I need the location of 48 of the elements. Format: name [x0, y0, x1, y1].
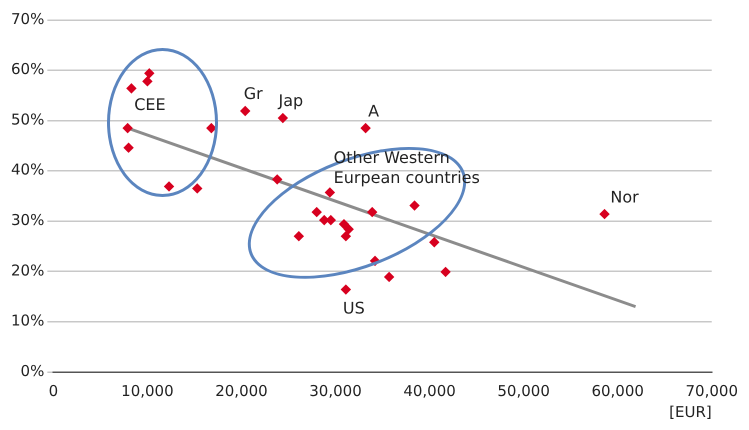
point — [312, 207, 322, 218]
point — [240, 106, 250, 116]
point — [344, 224, 354, 234]
y-tick-label: 60% — [10, 60, 44, 78]
x-axis-title: [EUR] — [669, 402, 712, 421]
annotation: A — [368, 101, 380, 120]
point — [164, 181, 174, 192]
point — [600, 209, 610, 220]
x-tick-label: 30,000 — [309, 382, 362, 400]
point — [367, 207, 378, 218]
annotation: US — [342, 298, 365, 318]
point — [122, 123, 133, 134]
x-tick-label: 70,000 — [686, 382, 738, 400]
annotation: Nor — [610, 187, 640, 206]
point — [144, 68, 154, 78]
point — [410, 200, 420, 211]
point — [272, 174, 282, 184]
y-tick-label: 30% — [10, 211, 44, 230]
x-tick-label: 60,000 — [591, 382, 644, 400]
point — [278, 113, 288, 124]
point — [440, 266, 451, 277]
point — [206, 123, 216, 134]
y-tick-label: 10% — [10, 312, 44, 330]
y-tick-label: 0% — [20, 362, 44, 380]
y-tick-label: 20% — [10, 261, 44, 280]
point — [340, 284, 351, 295]
y-tick-label: 40% — [10, 160, 44, 179]
annotation: CEE — [134, 95, 166, 116]
point — [338, 219, 349, 230]
point — [384, 272, 394, 282]
point — [294, 231, 304, 242]
point — [142, 76, 152, 86]
point — [324, 187, 335, 198]
y-tick-label: 70% — [10, 10, 44, 28]
x-tick-label: 50,000 — [497, 382, 550, 400]
x-tick-label: 20,000 — [215, 382, 268, 400]
x-tick-label: 0 — [48, 382, 58, 400]
annotation: Jap — [278, 91, 304, 110]
x-tick-label: 10,000 — [121, 382, 174, 400]
x-tick-label: 40,000 — [403, 382, 456, 400]
point — [360, 123, 371, 134]
y-tick-label: 50% — [10, 110, 44, 128]
point — [126, 83, 136, 94]
annotation: Gr — [244, 84, 264, 104]
point — [340, 231, 351, 242]
point — [429, 237, 440, 248]
point — [192, 183, 202, 194]
point — [124, 142, 134, 153]
